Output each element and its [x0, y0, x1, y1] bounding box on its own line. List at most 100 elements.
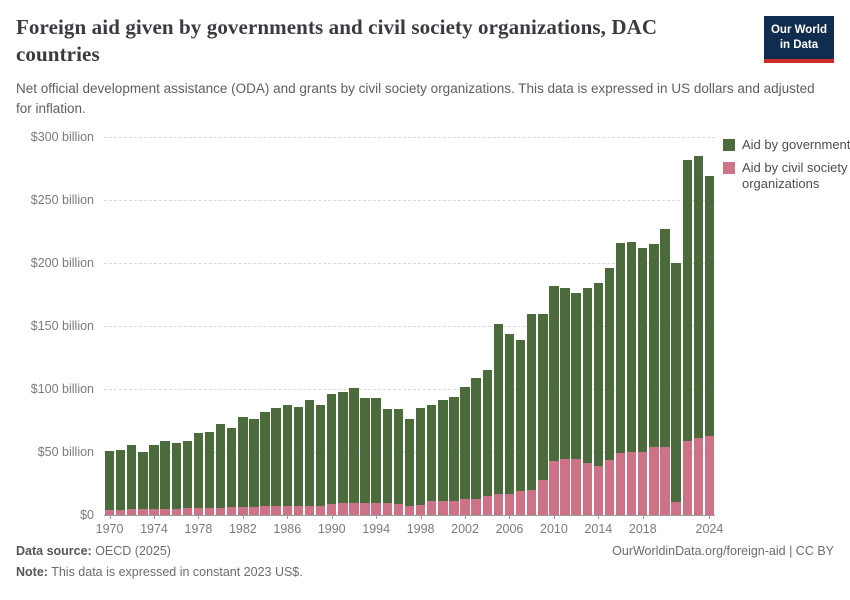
bar-1970-governments[interactable]: [104, 450, 115, 511]
bar-2020[interactable]: [660, 229, 670, 516]
bar-2009-civil-society[interactable]: [538, 479, 548, 516]
bar-1990[interactable]: [327, 394, 337, 516]
bar-2009[interactable]: [538, 313, 548, 516]
bar-2007-civil-society[interactable]: [515, 491, 526, 516]
bar-2001[interactable]: [449, 396, 459, 516]
bar-1996-civil-society[interactable]: [393, 503, 404, 516]
bar-1989[interactable]: [315, 405, 326, 516]
bar-1977-civil-society[interactable]: [182, 508, 193, 516]
bar-1983[interactable]: [249, 419, 259, 516]
bar-2005-governments[interactable]: [493, 323, 504, 495]
bar-2014-civil-society[interactable]: [593, 465, 604, 516]
bar-1985-civil-society[interactable]: [271, 506, 281, 516]
bar-1978-civil-society[interactable]: [193, 508, 204, 516]
bar-2005-civil-society[interactable]: [493, 494, 504, 516]
bar-2018[interactable]: [638, 247, 648, 516]
bar-2018-civil-society[interactable]: [638, 452, 648, 516]
bar-2010-governments[interactable]: [549, 285, 559, 461]
bar-2023-governments[interactable]: [693, 156, 704, 439]
bar-2013-governments[interactable]: [582, 288, 592, 464]
bar-1995-civil-society[interactable]: [382, 502, 392, 516]
bar-1998-governments[interactable]: [415, 408, 426, 506]
bar-2001-governments[interactable]: [449, 396, 459, 501]
bar-1984-civil-society[interactable]: [260, 506, 270, 516]
bar-1977-governments[interactable]: [182, 440, 193, 509]
bar-2007[interactable]: [515, 339, 526, 516]
bar-1998[interactable]: [415, 408, 426, 516]
bar-1975[interactable]: [160, 440, 170, 516]
bar-1999-governments[interactable]: [427, 404, 437, 502]
bar-2003-civil-society[interactable]: [471, 498, 481, 516]
bar-1976-governments[interactable]: [171, 443, 181, 509]
bar-2005[interactable]: [493, 323, 504, 516]
bar-2020-governments[interactable]: [660, 229, 670, 448]
footer-link[interactable]: OurWorldinData.org/foreign-aid | CC BY: [612, 544, 834, 558]
bar-1971-civil-society[interactable]: [115, 510, 126, 516]
bar-1991-governments[interactable]: [338, 391, 348, 504]
bar-2008[interactable]: [526, 313, 537, 516]
bar-1993[interactable]: [360, 397, 370, 516]
bar-1972[interactable]: [127, 444, 137, 516]
bar-2021[interactable]: [671, 263, 681, 516]
bar-2017[interactable]: [626, 241, 637, 516]
bar-1976[interactable]: [171, 443, 181, 516]
bar-1982-governments[interactable]: [238, 416, 248, 507]
bar-2003-governments[interactable]: [471, 377, 481, 499]
bar-1998-civil-society[interactable]: [415, 505, 426, 516]
bar-1982-civil-society[interactable]: [238, 506, 248, 516]
bar-2008-civil-society[interactable]: [526, 489, 537, 516]
bar-1981[interactable]: [227, 428, 237, 516]
bar-1997-civil-society[interactable]: [404, 506, 415, 516]
bar-1988[interactable]: [304, 400, 315, 516]
bar-1986-civil-society[interactable]: [282, 506, 292, 516]
bar-2024-civil-society[interactable]: [704, 435, 715, 516]
bar-1979[interactable]: [204, 431, 215, 516]
bar-1985[interactable]: [271, 408, 281, 516]
bar-2004[interactable]: [482, 370, 492, 516]
bar-1992-governments[interactable]: [349, 387, 359, 503]
bar-2015-civil-society[interactable]: [604, 459, 615, 516]
bar-1975-governments[interactable]: [160, 440, 170, 509]
bar-2011-governments[interactable]: [560, 288, 570, 460]
bar-1987-civil-society[interactable]: [293, 506, 304, 516]
bar-1994-civil-society[interactable]: [371, 502, 381, 516]
bar-1986-governments[interactable]: [282, 405, 292, 507]
bar-1972-civil-society[interactable]: [127, 509, 137, 516]
bar-2002-governments[interactable]: [460, 386, 470, 500]
bar-1978[interactable]: [193, 433, 204, 516]
bar-1984-governments[interactable]: [260, 411, 270, 507]
bar-1994[interactable]: [371, 397, 381, 516]
bar-2020-civil-society[interactable]: [660, 447, 670, 516]
bar-2017-civil-society[interactable]: [626, 452, 637, 516]
bar-2023-civil-society[interactable]: [693, 438, 704, 516]
bar-2015-governments[interactable]: [604, 268, 615, 460]
bar-2002-civil-society[interactable]: [460, 499, 470, 516]
bar-1988-civil-society[interactable]: [304, 505, 315, 516]
bar-1994-governments[interactable]: [371, 397, 381, 503]
bar-2012[interactable]: [571, 293, 581, 516]
bar-2017-governments[interactable]: [626, 241, 637, 453]
bar-2012-governments[interactable]: [571, 293, 581, 460]
bar-2006-governments[interactable]: [504, 333, 515, 495]
bar-1971[interactable]: [115, 449, 126, 516]
bar-2004-governments[interactable]: [482, 370, 492, 497]
bar-2000[interactable]: [438, 400, 448, 516]
bar-2022[interactable]: [682, 159, 692, 516]
bar-2016[interactable]: [615, 242, 626, 516]
bar-2019[interactable]: [649, 244, 659, 516]
bar-1999[interactable]: [427, 404, 437, 516]
bar-1973-civil-society[interactable]: [138, 508, 148, 516]
bar-1978-governments[interactable]: [193, 433, 204, 509]
bar-1989-civil-society[interactable]: [315, 505, 326, 516]
bar-1970[interactable]: [104, 450, 115, 516]
bar-2016-civil-society[interactable]: [615, 453, 626, 516]
bar-2023[interactable]: [693, 156, 704, 516]
bar-1971-governments[interactable]: [115, 449, 126, 511]
bar-2024-governments[interactable]: [704, 176, 715, 436]
bar-2016-governments[interactable]: [615, 242, 626, 454]
bar-1980[interactable]: [215, 424, 226, 516]
bar-1987-governments[interactable]: [293, 406, 304, 507]
bar-2012-civil-society[interactable]: [571, 459, 581, 516]
bar-1976-civil-society[interactable]: [171, 508, 181, 516]
bar-1983-governments[interactable]: [249, 419, 259, 507]
